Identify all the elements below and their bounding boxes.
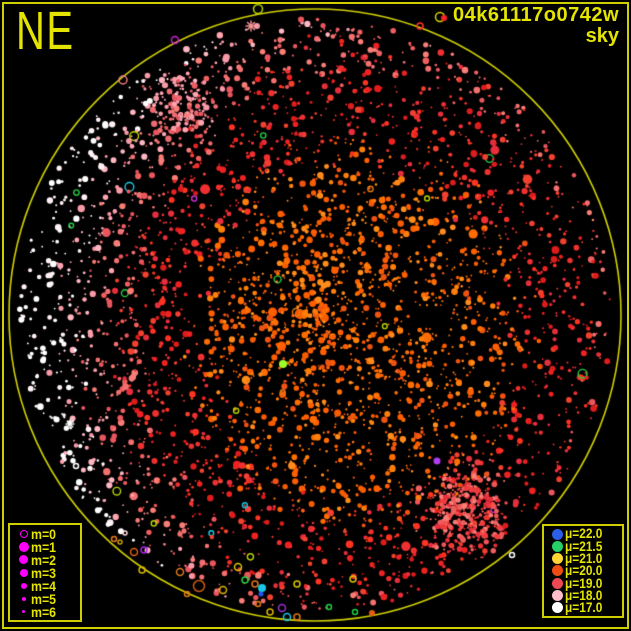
magnitude-swatch-wrap	[16, 596, 31, 601]
brightness-swatch-wrap	[550, 577, 565, 589]
magnitude-swatch	[19, 529, 28, 538]
magnitude-swatch	[20, 582, 27, 589]
legend-label: μ=17.0	[565, 600, 603, 616]
legend-item: μ=21.5	[544, 538, 622, 554]
legend-item: μ=20.0	[544, 563, 622, 579]
magnitude-legend: m=0 m=1 m=2 m=3 m=4 m=5 m=6	[8, 523, 82, 622]
legend-item: m=3	[10, 564, 80, 581]
legend-label: m=4	[31, 577, 57, 594]
brightness-swatch	[552, 540, 563, 552]
orientation-label: NE	[16, 1, 75, 61]
magnitude-swatch	[22, 610, 25, 613]
brightness-swatch	[552, 577, 563, 589]
legend-label: m=1	[31, 538, 57, 555]
brightness-swatch-wrap	[550, 602, 565, 614]
legend-item: m=0	[10, 525, 80, 542]
brightness-swatch-wrap	[550, 540, 565, 552]
brightness-swatch	[552, 602, 563, 614]
plot-subtitle: sky	[585, 25, 619, 47]
legend-label: μ=21.0	[565, 550, 603, 566]
magnitude-swatch	[21, 596, 26, 601]
legend-label: m=5	[31, 590, 57, 607]
legend-label: m=2	[31, 551, 57, 568]
legend-label: m=0	[31, 525, 57, 542]
legend-item: m=6	[10, 603, 80, 620]
legend-item: m=1	[10, 538, 80, 555]
legend-label: m=3	[31, 564, 57, 581]
magnitude-swatch-wrap	[16, 529, 31, 538]
brightness-swatch-wrap	[550, 553, 565, 565]
legend-item: μ=17.0	[544, 600, 622, 616]
brightness-swatch	[552, 565, 563, 577]
magnitude-swatch-wrap	[16, 555, 31, 564]
plot-title: 04k61117o0742w	[452, 4, 619, 26]
legend-item: m=2	[10, 551, 80, 568]
brightness-swatch	[552, 528, 563, 540]
brightness-swatch	[552, 590, 563, 602]
legend-label: μ=21.5	[565, 538, 603, 554]
brightness-swatch-wrap	[550, 565, 565, 577]
magnitude-swatch	[18, 541, 29, 552]
surface-brightness-legend: μ=22.0 μ=21.5 μ=21.0 μ=20.0 μ=19.0 μ=18.0 μ=17…	[542, 524, 624, 618]
magnitude-swatch-wrap	[16, 568, 31, 577]
legend-item: μ=18.0	[544, 587, 622, 603]
legend-label: μ=20.0	[565, 563, 603, 579]
magnitude-swatch	[19, 568, 28, 577]
brightness-swatch	[552, 553, 563, 565]
legend-item: m=4	[10, 577, 80, 594]
legend-label: μ=19.0	[565, 575, 603, 591]
legend-item: μ=19.0	[544, 575, 622, 591]
legend-item: m=5	[10, 590, 80, 607]
legend-label: m=6	[31, 603, 57, 620]
legend-label: μ=18.0	[565, 587, 603, 603]
legend-item: μ=21.0	[544, 550, 622, 566]
magnitude-swatch-wrap	[16, 541, 31, 552]
brightness-swatch-wrap	[550, 590, 565, 602]
legend-item: μ=22.0	[544, 526, 622, 542]
brightness-swatch-wrap	[550, 528, 565, 540]
legend-label: μ=22.0	[565, 526, 603, 542]
magnitude-swatch	[19, 555, 28, 564]
magnitude-swatch-wrap	[16, 610, 31, 613]
magnitude-swatch-wrap	[16, 582, 31, 589]
